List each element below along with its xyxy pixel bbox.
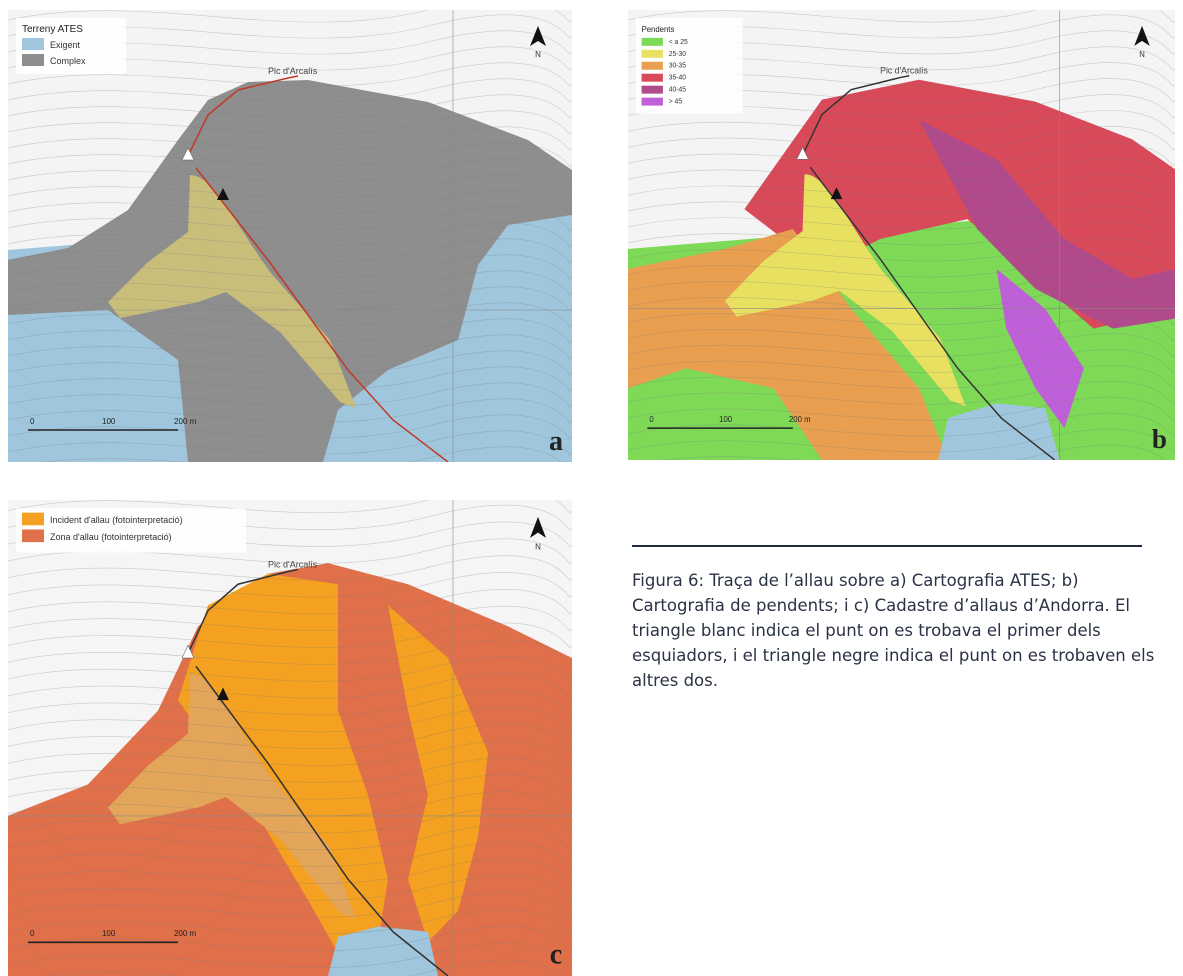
scale-label: 0 [30,929,35,938]
legend-label: < a 25 [669,39,688,46]
legend-swatch [22,54,44,66]
legend-swatch [642,62,663,70]
legend-label: 35-40 [669,75,686,82]
legend-label: 30-35 [669,63,686,70]
legend-label: 25-30 [669,51,686,58]
legend-swatch [642,38,663,46]
scale-label: 100 [102,929,116,938]
north-label: N [1139,50,1145,59]
legend-label: Complex [50,56,86,66]
scale-label: 0 [30,417,35,426]
divider [632,545,1142,547]
legend-swatch [22,513,44,526]
legend-label: 40-45 [669,87,686,94]
scale-label: 200 m [789,415,811,424]
legend-swatch [22,38,44,50]
legend-label: Incident d'allau (fotointerpretació) [50,515,183,525]
map-a: Pic d'Arcalís Na 0 100 200 m Terreny ATES Exig… [8,10,572,462]
legend-label: > 45 [669,99,683,106]
legend-swatch [642,98,663,106]
scale-label: 0 [649,415,654,424]
map-b: Pic d'Arcalís Nb 0 100 200 m Pendents < a 25 25… [628,10,1175,460]
legend-swatch [642,74,663,82]
legend-swatch [22,529,44,542]
legend-label: Exigent [50,40,81,50]
legend-swatch [642,50,663,58]
scale-label: 100 [719,415,733,424]
legend-title: Pendents [642,25,675,34]
panel-letter: a [549,426,563,457]
legend-title: Terreny ATES [22,24,83,35]
peak-label: Pic d'Arcalís [880,66,928,76]
figure-caption: Figura 6: Traça de l’allau sobre a) Cart… [632,568,1162,693]
scale-label: 200 m [174,929,196,938]
map-c: Pic d'Arcalís Nc 0 100 200 m Incident d'allau… [8,500,572,976]
north-label: N [535,542,541,551]
page: Pic d'Arcalís Na 0 100 200 m Terreny ATES Exig… [0,0,1183,976]
legend-swatch [642,86,663,94]
north-label: N [535,50,541,59]
panel-letter: b [1152,423,1167,454]
panel-letter: c [550,938,563,971]
scale-label: 100 [102,417,116,426]
legend-label: Zona d'allau (fotointerpretació) [50,532,172,542]
scale-label: 200 m [174,417,197,426]
peak-label: Pic d'Arcalís [268,559,318,569]
peak-label: Pic d'Arcalís [268,66,318,76]
